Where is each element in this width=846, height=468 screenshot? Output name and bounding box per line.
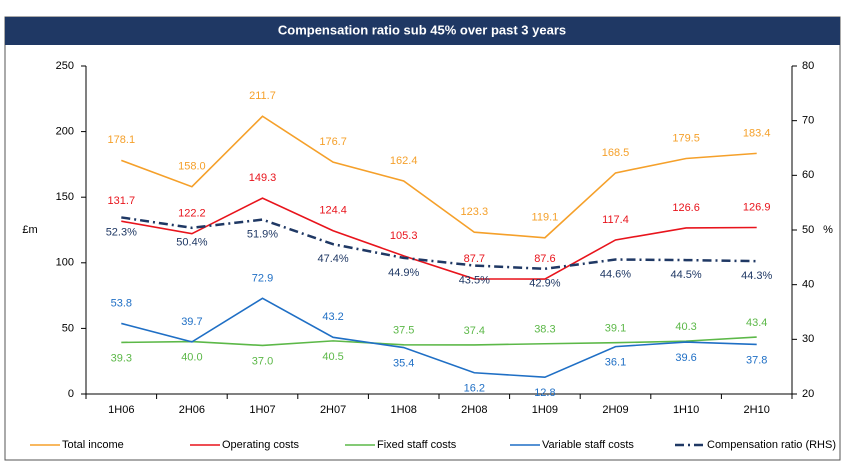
data-label: 178.1 [108, 134, 136, 146]
series-line [121, 115, 757, 239]
data-label: 43.2 [322, 311, 343, 323]
data-label: 149.3 [249, 172, 277, 184]
data-label: 44.5% [670, 269, 701, 281]
y2-tick-label: 50 [802, 224, 814, 236]
x-tick-label: 1H08 [391, 404, 417, 416]
legend-label: Variable staff costs [542, 439, 634, 451]
legend-label: Fixed staff costs [377, 439, 457, 451]
data-label: 44.6% [600, 268, 631, 280]
title-bar [5, 17, 840, 45]
data-label: 126.9 [743, 201, 771, 213]
data-label: 179.5 [672, 132, 700, 144]
data-label: 176.7 [319, 136, 347, 148]
data-label: 50.4% [176, 237, 207, 249]
x-tick-label: 2H07 [320, 404, 346, 416]
data-label: 40.3 [675, 321, 696, 333]
series-line [121, 336, 757, 347]
y2-tick-label: 80 [802, 60, 814, 72]
series-line [121, 197, 757, 280]
data-label: 53.8 [111, 297, 132, 309]
data-label: 12.8 [534, 387, 555, 399]
data-label: 43.5% [459, 274, 490, 286]
data-label: 39.3 [111, 352, 132, 364]
y2-tick-label: 60 [802, 169, 814, 181]
y2-tick-label: 70 [802, 115, 814, 127]
y2-tick-label: 30 [802, 333, 814, 345]
data-label: 52.3% [106, 226, 137, 238]
data-label: 39.6 [675, 352, 696, 364]
y-tick-label: 0 [68, 388, 74, 400]
data-label: 16.2 [464, 383, 485, 395]
data-label: 183.4 [743, 127, 771, 139]
y-tick-label: 100 [56, 257, 74, 269]
data-label: 158.0 [178, 161, 206, 173]
data-label: 211.7 [249, 90, 276, 102]
data-label: 168.5 [602, 147, 630, 159]
data-label: 47.4% [317, 253, 348, 265]
y-axis-title: £m [22, 224, 37, 236]
x-tick-label: 1H10 [673, 404, 699, 416]
legend-label: Total income [62, 439, 124, 451]
data-label: 117.4 [602, 214, 629, 226]
data-label: 105.3 [390, 230, 418, 242]
data-label: 126.6 [672, 202, 700, 214]
y2-tick-label: 20 [802, 388, 814, 400]
y2-tick-label: 40 [802, 279, 814, 291]
data-label: 38.3 [534, 324, 555, 336]
data-label: 37.8 [746, 354, 767, 366]
data-label: 123.3 [461, 206, 489, 218]
data-label: 39.7 [181, 316, 202, 328]
legend-label: Compensation ratio (RHS) [707, 439, 836, 451]
data-label: 124.4 [319, 205, 347, 217]
data-label: 37.5 [393, 325, 414, 337]
data-label: 131.7 [108, 195, 136, 207]
data-label: 44.3% [741, 270, 772, 282]
data-label: 87.7 [464, 253, 485, 265]
data-label: 43.4 [746, 317, 767, 329]
series-line [121, 297, 757, 379]
x-tick-label: 2H10 [744, 404, 770, 416]
y-tick-label: 250 [56, 60, 74, 72]
series-line [121, 216, 757, 271]
x-tick-label: 2H09 [602, 404, 628, 416]
data-label: 40.0 [181, 351, 202, 363]
x-tick-label: 1H09 [532, 404, 558, 416]
data-label: 37.4 [464, 325, 485, 337]
data-label: 35.4 [393, 357, 414, 369]
data-label: 122.2 [178, 208, 206, 220]
chart-title: Compensation ratio sub 45% over past 3 y… [278, 22, 566, 37]
y-tick-label: 200 [56, 126, 74, 138]
data-label: 162.4 [390, 155, 418, 167]
data-label: 44.9% [388, 267, 419, 279]
y-tick-label: 50 [62, 322, 74, 334]
x-tick-label: 2H08 [461, 404, 487, 416]
data-label: 36.1 [605, 357, 626, 369]
data-label: 37.0 [252, 355, 273, 367]
x-tick-label: 1H07 [249, 404, 275, 416]
y-tick-label: 150 [56, 191, 74, 203]
data-label: 51.9% [247, 229, 278, 241]
data-label: 87.6 [534, 253, 555, 265]
data-label: 42.9% [529, 278, 560, 290]
data-label: 119.1 [532, 212, 559, 224]
data-label: 40.5 [322, 351, 343, 363]
x-tick-label: 1H06 [108, 404, 134, 416]
y2-axis-title: % [823, 224, 833, 236]
data-label: 39.1 [605, 323, 626, 335]
data-label: 72.9 [252, 272, 273, 284]
x-tick-label: 2H06 [179, 404, 205, 416]
legend-label: Operating costs [222, 439, 300, 451]
